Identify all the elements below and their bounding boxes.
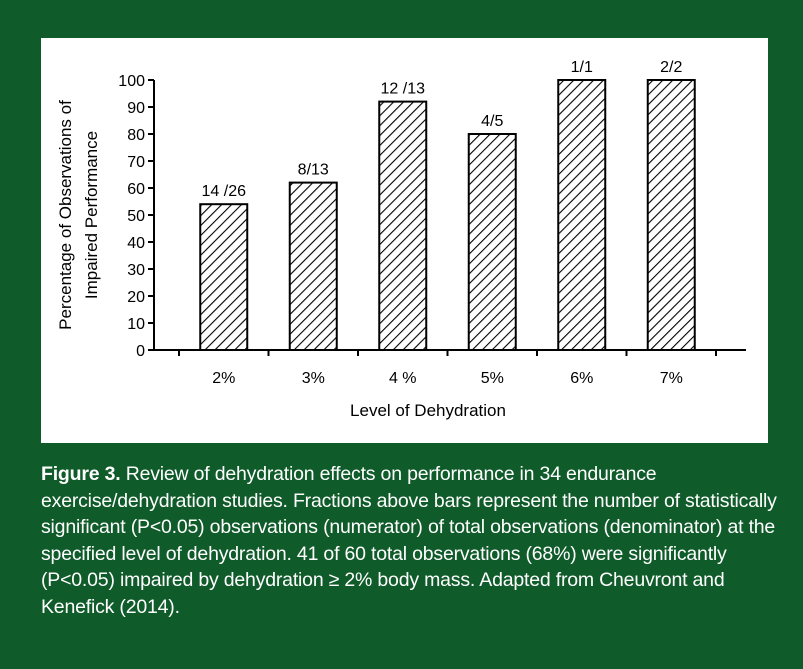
y-tick-label: 70 <box>127 154 145 171</box>
figure-panel: 0 10 20 30 40 50 60 70 80 90 100 2% 3% 4 % 5% 6% 7% 14 … <box>41 38 768 443</box>
bar <box>557 79 607 351</box>
bar <box>467 133 517 351</box>
caption-label: Figure 3. <box>41 463 121 485</box>
bar <box>288 181 338 351</box>
x-tick-label: 3% <box>302 370 325 387</box>
y-tick-label: 30 <box>127 262 145 279</box>
bar-value-label: 8/13 <box>298 162 329 179</box>
y-tick-label: 100 <box>118 73 145 90</box>
bar-value-label: 4/5 <box>481 113 503 130</box>
y-tick-label: 40 <box>127 235 145 252</box>
y-axis-label-line-2: Impaired Performance <box>82 131 101 299</box>
figure-caption: Figure 3. Review of dehydration effects … <box>41 461 781 620</box>
y-tick-label: 20 <box>127 289 145 306</box>
y-tick-label: 0 <box>136 343 145 360</box>
x-tick-label: 6% <box>570 370 593 387</box>
bar-value-label: 1/1 <box>571 59 593 76</box>
bar <box>378 100 428 351</box>
bar <box>646 79 696 351</box>
x-tick-label: 5% <box>481 370 504 387</box>
bar-value-label: 14 /26 <box>202 183 247 200</box>
y-tick-label: 60 <box>127 181 145 198</box>
x-tick-label: 4 % <box>389 370 417 387</box>
x-tick-label: 2% <box>212 370 235 387</box>
bar-value-label: 2/2 <box>660 59 682 76</box>
x-tick-label: 7% <box>660 370 683 387</box>
bar-value-label: 12 /13 <box>381 81 426 98</box>
y-tick-label: 90 <box>127 100 145 117</box>
bar-chart: 0 10 20 30 40 50 60 70 80 90 100 2% 3% 4 % 5% 6% 7% 14 … <box>56 59 746 420</box>
caption-text: Review of dehydration effects on perform… <box>41 463 777 618</box>
x-axis-label: Level of Dehydration <box>350 401 506 420</box>
y-tick-label: 10 <box>127 316 145 333</box>
y-tick-label: 50 <box>127 208 145 225</box>
y-axis-label-line-1: Percentage of Observations of <box>56 100 75 330</box>
y-tick-label: 80 <box>127 127 145 144</box>
bar <box>199 203 249 351</box>
